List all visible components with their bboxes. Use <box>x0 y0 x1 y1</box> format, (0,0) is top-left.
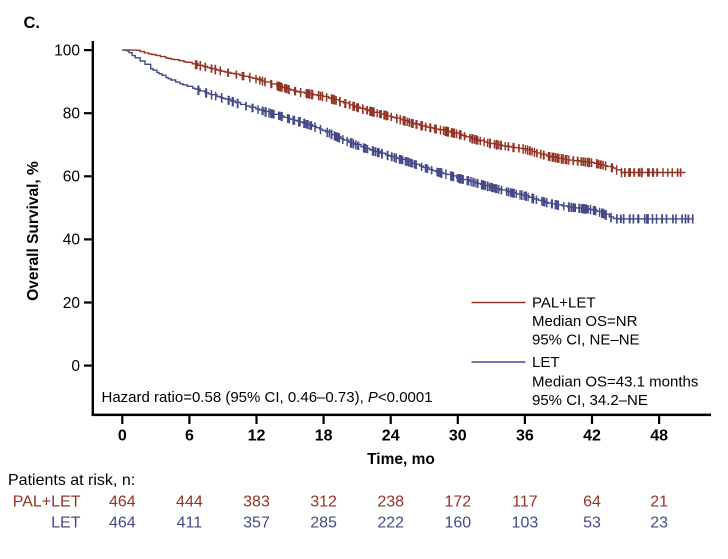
svg-text:285: 285 <box>310 515 337 532</box>
svg-text:464: 464 <box>109 515 136 532</box>
svg-text:95% CI, NE–NE: 95% CI, NE–NE <box>532 332 640 349</box>
svg-text:411: 411 <box>177 515 203 532</box>
svg-text:Overall Survival, %: Overall Survival, % <box>25 161 42 301</box>
svg-text:Median OS=NR: Median OS=NR <box>532 313 638 330</box>
svg-text:40: 40 <box>63 232 81 249</box>
svg-text:20: 20 <box>63 295 81 312</box>
svg-text:357: 357 <box>243 515 270 532</box>
svg-text:53: 53 <box>583 515 601 532</box>
svg-text:48: 48 <box>650 428 668 445</box>
svg-text:Time, mo: Time, mo <box>367 451 435 468</box>
svg-text:160: 160 <box>444 515 471 532</box>
svg-text:6: 6 <box>185 428 194 445</box>
svg-text:42: 42 <box>583 428 601 445</box>
svg-text:LET: LET <box>51 515 81 532</box>
svg-text:C.: C. <box>24 14 41 32</box>
svg-text:80: 80 <box>63 106 81 123</box>
svg-text:238: 238 <box>377 494 404 511</box>
svg-text:Median OS=43.1 months: Median OS=43.1 months <box>532 374 698 391</box>
svg-text:103: 103 <box>512 515 539 532</box>
svg-text:172: 172 <box>444 494 471 511</box>
svg-text:Hazard ratio=0.58 (95% CI, 0.4: Hazard ratio=0.58 (95% CI, 0.46–0.73), P… <box>102 389 433 406</box>
svg-text:60: 60 <box>63 169 81 186</box>
svg-text:117: 117 <box>512 494 538 511</box>
svg-text:100: 100 <box>54 42 80 59</box>
svg-text:0: 0 <box>118 428 127 445</box>
svg-text:64: 64 <box>583 494 601 511</box>
svg-text:23: 23 <box>650 515 668 532</box>
svg-text:Patients at risk, n:: Patients at risk, n: <box>8 472 135 489</box>
svg-text:36: 36 <box>516 428 534 445</box>
svg-text:312: 312 <box>310 494 337 511</box>
svg-text:PAL+LET: PAL+LET <box>532 295 596 312</box>
svg-text:0: 0 <box>71 358 80 375</box>
svg-text:24: 24 <box>382 428 400 445</box>
svg-text:444: 444 <box>176 494 203 511</box>
svg-text:12: 12 <box>248 428 266 445</box>
svg-text:464: 464 <box>109 494 136 511</box>
svg-text:21: 21 <box>650 494 668 511</box>
svg-text:383: 383 <box>243 494 270 511</box>
svg-text:18: 18 <box>315 428 333 445</box>
svg-text:LET: LET <box>532 354 560 371</box>
svg-text:30: 30 <box>449 428 467 445</box>
svg-text:95% CI, 34.2–NE: 95% CI, 34.2–NE <box>532 392 648 409</box>
svg-text:222: 222 <box>377 515 404 532</box>
svg-text:PAL+LET: PAL+LET <box>13 494 81 511</box>
